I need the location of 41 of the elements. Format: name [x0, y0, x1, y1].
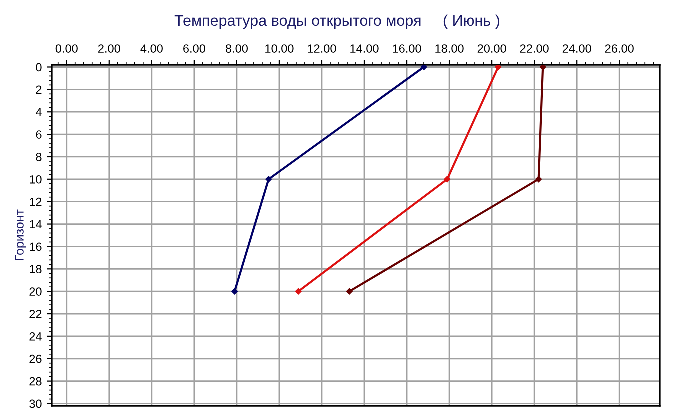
y-tick-label: 6: [36, 130, 42, 139]
point: [495, 65, 502, 70]
x-tick-label: 10.00: [266, 44, 294, 53]
x-tick-label: 0.00: [56, 44, 78, 53]
y-tick-label: 22: [30, 310, 42, 318]
x-tick-label: 4.00: [140, 44, 163, 53]
y-tick-label: 20: [30, 288, 42, 296]
x-tick-label: 26.00: [605, 44, 634, 53]
y-tick-label: 28: [30, 377, 42, 386]
chart-title: Температура воды открытого моря ( Июнь ): [174, 14, 500, 30]
point: [346, 288, 353, 295]
x-tick-label: 20.00: [478, 44, 506, 53]
x-tick-label: 14.00: [350, 44, 379, 53]
x-tick-label: 16.00: [393, 44, 422, 53]
y-tick-label: 0: [36, 63, 42, 72]
y-tick-label: 14: [30, 220, 42, 229]
x-tick-label: 24.00: [562, 44, 592, 53]
y-axis-title: Горизонт: [15, 210, 26, 260]
x-tick-label: 8.00: [226, 44, 248, 53]
y-tick-label: 10: [30, 175, 42, 184]
y-tick-label: 12: [30, 198, 42, 206]
y-tick-label: 24: [30, 332, 42, 341]
point: [266, 176, 272, 183]
x-tick-label: 12.00: [308, 44, 336, 53]
y-tick-label: 30: [30, 400, 42, 408]
y-tick-label: 8: [36, 153, 42, 162]
x-tick-label: 2.00: [98, 44, 120, 53]
y-tick-label: 18: [30, 265, 42, 274]
point: [540, 65, 546, 70]
y-tick-label: 2: [36, 86, 42, 94]
point: [444, 176, 451, 183]
x-tick-label: 6.00: [184, 44, 206, 53]
point: [420, 65, 428, 70]
x-tick-label: 18.00: [436, 44, 464, 53]
point: [295, 288, 302, 295]
y-tick-label: 26: [30, 354, 42, 364]
y-tick-label: 16: [30, 242, 42, 252]
y-tick-label: 4: [36, 108, 42, 116]
x-tick-label: 22.00: [520, 44, 549, 53]
point: [232, 288, 238, 295]
point: [536, 176, 542, 183]
